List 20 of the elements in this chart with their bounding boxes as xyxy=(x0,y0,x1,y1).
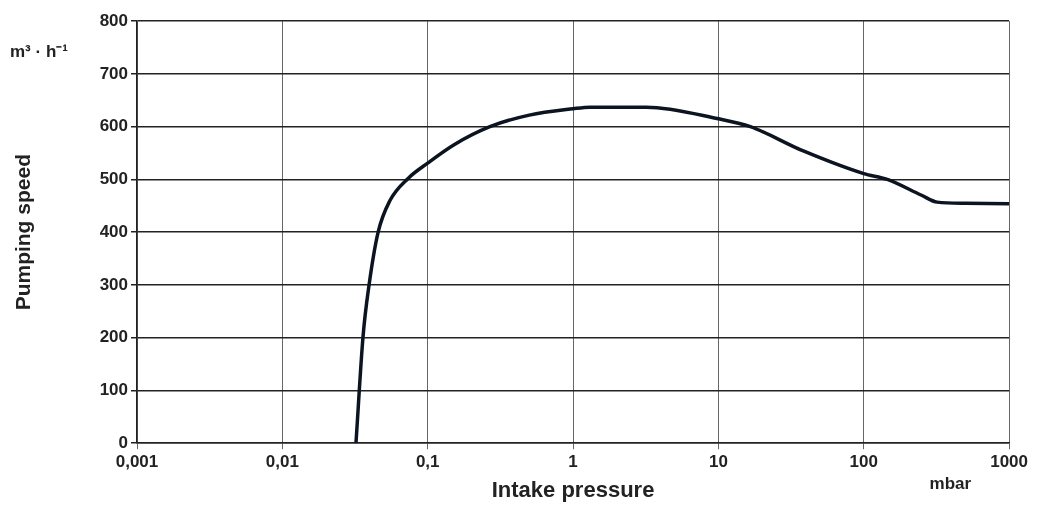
y-axis-title: Pumping speed xyxy=(11,154,35,311)
x-tick-label: 10 xyxy=(708,452,728,472)
y-tick-label: 100 xyxy=(99,380,128,400)
x-tick-label: 1000 xyxy=(990,452,1028,472)
y-tick-label: 200 xyxy=(99,327,128,347)
y-tick-label: 400 xyxy=(99,221,128,241)
y-tick-label: 0 xyxy=(118,432,128,452)
x-tick-label: 1 xyxy=(568,452,578,472)
x-tick-label: 0,01 xyxy=(265,452,299,472)
y-tick-label: 800 xyxy=(99,10,128,30)
y-tick-label: 300 xyxy=(99,274,128,294)
x-tick-label: 0,1 xyxy=(415,452,440,472)
y-tick-label: 500 xyxy=(99,169,128,189)
x-axis-title: Intake pressure xyxy=(491,476,655,502)
text: mbar xyxy=(929,474,972,494)
x-tick-label: 0,001 xyxy=(115,452,159,472)
y-tick-label: 700 xyxy=(99,63,128,83)
x-tick-label: 100 xyxy=(849,452,878,472)
y-tick-label: 600 xyxy=(99,116,128,136)
text: m³ · h⁻¹ xyxy=(10,42,69,62)
